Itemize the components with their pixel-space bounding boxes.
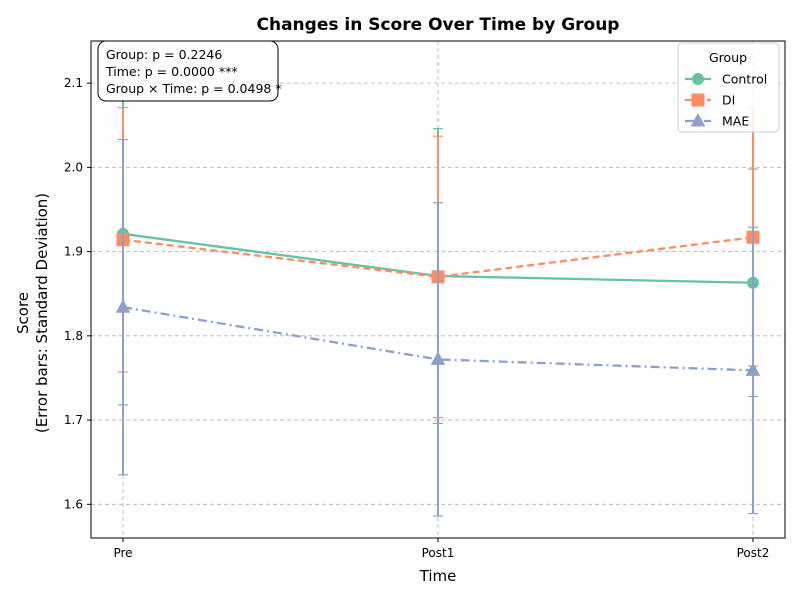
plot-area: 1.6 1.7 1.8 1.9 2.0 2.1 Pre Post1 Post2	[64, 40, 786, 560]
data-point-mae-1	[430, 351, 446, 365]
y-tick-label-5: 2.1	[64, 76, 83, 90]
annotation-line-2: Time: p = 0.0000 ***	[105, 64, 238, 79]
y-axis-label-line2: (Error bars: Standard Deviation)	[33, 193, 51, 433]
x-axis-label: Time	[419, 567, 457, 585]
y-tick-label-0: 1.6	[64, 497, 83, 511]
annotation-line-1: Group: p = 0.2246	[106, 47, 222, 62]
legend-marker-di	[691, 93, 705, 107]
y-tick-label-4: 2.0	[64, 160, 83, 174]
y-tick-label-1: 1.7	[64, 413, 83, 427]
series-line-di	[122, 236, 754, 279]
x-tick-label-2: Post2	[737, 546, 770, 560]
chart-title: Changes in Score Over Time by Group	[257, 15, 620, 35]
legend-label-control: Control	[722, 72, 767, 87]
series-mae	[115, 138, 761, 517]
legend-title: Group	[709, 50, 747, 65]
legend: Group Control DI MAE	[677, 42, 780, 133]
x-tick-label-0: Pre	[113, 546, 132, 560]
legend-label-mae: MAE	[722, 114, 749, 129]
y-tick-label-3: 1.9	[64, 245, 83, 259]
data-point-mae-2	[745, 362, 761, 376]
data-point-mae-0	[115, 299, 131, 313]
y-axis-label-line1: Score	[14, 292, 32, 334]
annotation-line-3: Group × Time: p = 0.0498 *	[106, 81, 282, 96]
y-tick-label-2: 1.8	[64, 329, 83, 343]
x-tick-label-1: Post1	[422, 546, 455, 560]
legend-marker-mae	[690, 112, 706, 127]
legend-marker-control	[692, 73, 704, 85]
stats-annotation-box: Group: p = 0.2246 Time: p = 0.0000 *** G…	[97, 40, 282, 102]
legend-label-di: DI	[722, 93, 735, 108]
